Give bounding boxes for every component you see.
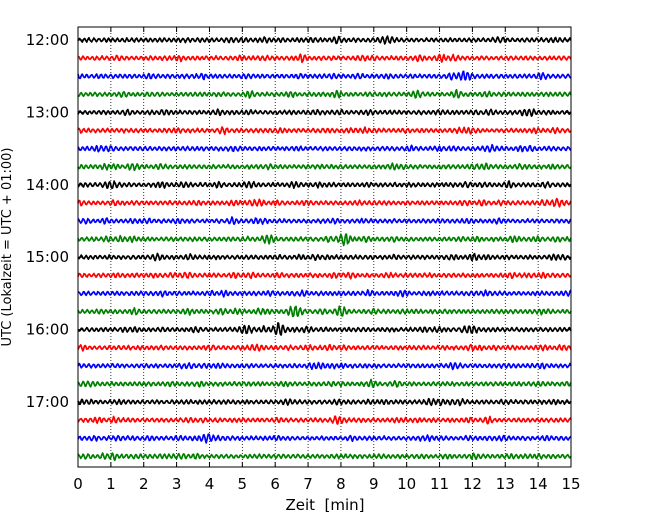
x-tick-label: 15 <box>561 475 580 493</box>
plot-frame <box>77 26 572 468</box>
y-tick-label: 13:00 <box>26 103 69 121</box>
trace-20 <box>77 397 572 407</box>
x-tick-label: 12 <box>463 475 482 493</box>
trace-12 <box>77 252 572 262</box>
x-tick-label: 14 <box>529 475 548 493</box>
x-tick-label: 4 <box>205 475 215 493</box>
x-tick-label: 0 <box>73 475 83 493</box>
seismic-traces <box>77 35 572 462</box>
x-tick-label: 2 <box>139 475 149 493</box>
x-axis-label: Zeit [min] <box>285 496 364 514</box>
x-tick-label: 10 <box>397 475 416 493</box>
axes <box>77 26 572 468</box>
trace-1 <box>77 53 572 64</box>
x-tick-label: 7 <box>303 475 313 493</box>
trace-21 <box>77 415 572 425</box>
y-tick-label: 14:00 <box>26 176 69 194</box>
y-tick-label: 15:00 <box>26 248 69 266</box>
trace-18 <box>77 361 572 371</box>
x-tick-label: 9 <box>369 475 379 493</box>
trace-4 <box>77 108 572 117</box>
trace-8 <box>77 180 572 190</box>
trace-13 <box>77 271 572 280</box>
trace-23 <box>77 452 572 462</box>
x-tick-label: 3 <box>172 475 182 493</box>
trace-2 <box>77 70 572 81</box>
x-tick-label: 11 <box>430 475 449 493</box>
axis-ticks: 0 1 2 3 4 5 6 7 8 9 10 11 12 13 14 1512:0013:0014:0015:… <box>26 27 581 493</box>
x-tick-label: 13 <box>496 475 515 493</box>
trace-7 <box>77 162 572 172</box>
trace-5 <box>77 126 572 136</box>
y-axis-label: UTC (Lokalzeit = UTC + 01:00) <box>0 148 15 347</box>
trace-16 <box>77 322 572 336</box>
trace-19 <box>77 378 572 388</box>
trace-9 <box>77 197 572 208</box>
trace-14 <box>77 289 572 298</box>
y-tick-label: 17:00 <box>26 393 69 411</box>
vertical-grid <box>110 27 539 467</box>
trace-0 <box>77 35 572 45</box>
trace-10 <box>77 216 572 226</box>
x-tick-label: 1 <box>106 475 116 493</box>
trace-22 <box>77 433 572 444</box>
trace-11 <box>77 233 572 247</box>
y-tick-label: 12:00 <box>26 31 69 49</box>
x-tick-label: 6 <box>270 475 280 493</box>
trace-17 <box>77 343 572 352</box>
trace-3 <box>77 88 572 99</box>
x-tick-label: 8 <box>336 475 346 493</box>
y-tick-label: 16:00 <box>26 321 69 339</box>
trace-6 <box>77 143 572 153</box>
trace-15 <box>77 305 572 318</box>
x-tick-label: 5 <box>238 475 248 493</box>
